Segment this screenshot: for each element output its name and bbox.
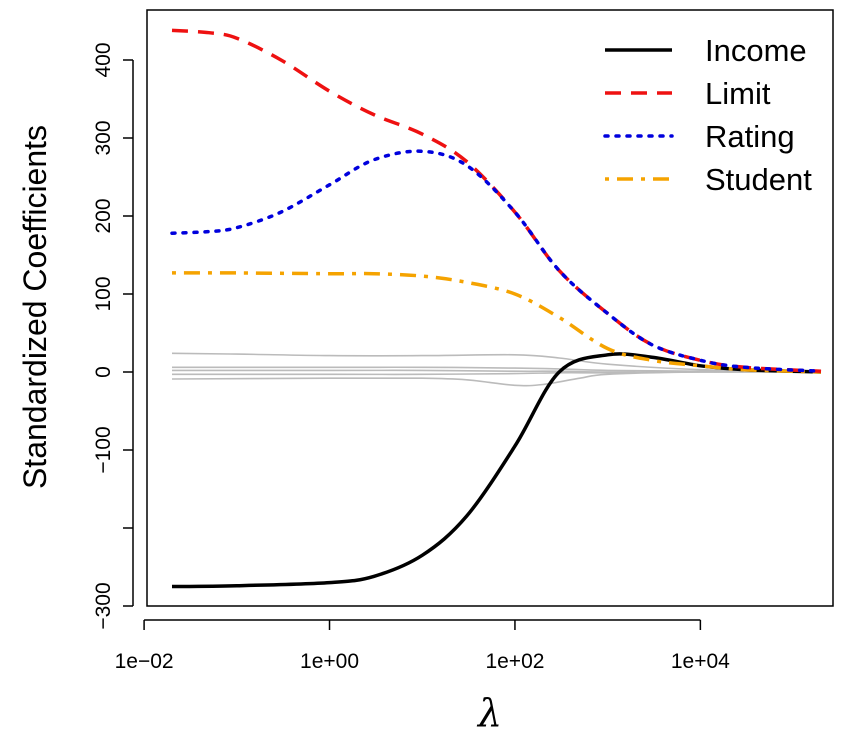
- x-tick-label: 1e+00: [300, 650, 359, 673]
- y-tick-label: 200: [92, 198, 115, 233]
- legend-label-student: Student: [705, 162, 812, 197]
- y-tick-label: 400: [92, 42, 115, 77]
- plot-frame: [146, 9, 834, 607]
- series-line-income: [171, 352, 822, 589]
- y-tick-label: 0: [92, 366, 115, 378]
- y-axis-title: Standardized Coefficients: [17, 125, 53, 489]
- y-axis: −300 −100 0 100 200 300 400: [92, 42, 134, 630]
- x-tick-label: 1e−02: [115, 650, 174, 673]
- y-tick-label: 100: [92, 276, 115, 311]
- legend-label-rating: Rating: [705, 119, 795, 154]
- series-line-student: [171, 271, 822, 374]
- legend-label-income: Income: [705, 33, 807, 68]
- legend: Income Limit Rating Student: [603, 33, 812, 197]
- y-tick-label: −100: [92, 426, 115, 473]
- x-tick-label: 1e+02: [485, 650, 544, 673]
- x-tick-label: 1e+04: [671, 650, 730, 673]
- series-line-other-2: [172, 366, 822, 373]
- y-tick-label: 300: [92, 120, 115, 155]
- series-line-other-5: [171, 371, 822, 387]
- series-line-other-1: [171, 352, 822, 373]
- y-tick-label: −300: [92, 582, 115, 629]
- legend-label-limit: Limit: [705, 76, 771, 111]
- series-line-limit: [171, 28, 822, 373]
- x-axis-title: λ: [476, 691, 502, 735]
- plot-lines: [170, 28, 823, 589]
- x-axis: 1e−02 1e+00 1e+02 1e+04: [115, 619, 730, 673]
- series-line-rating: [170, 149, 823, 373]
